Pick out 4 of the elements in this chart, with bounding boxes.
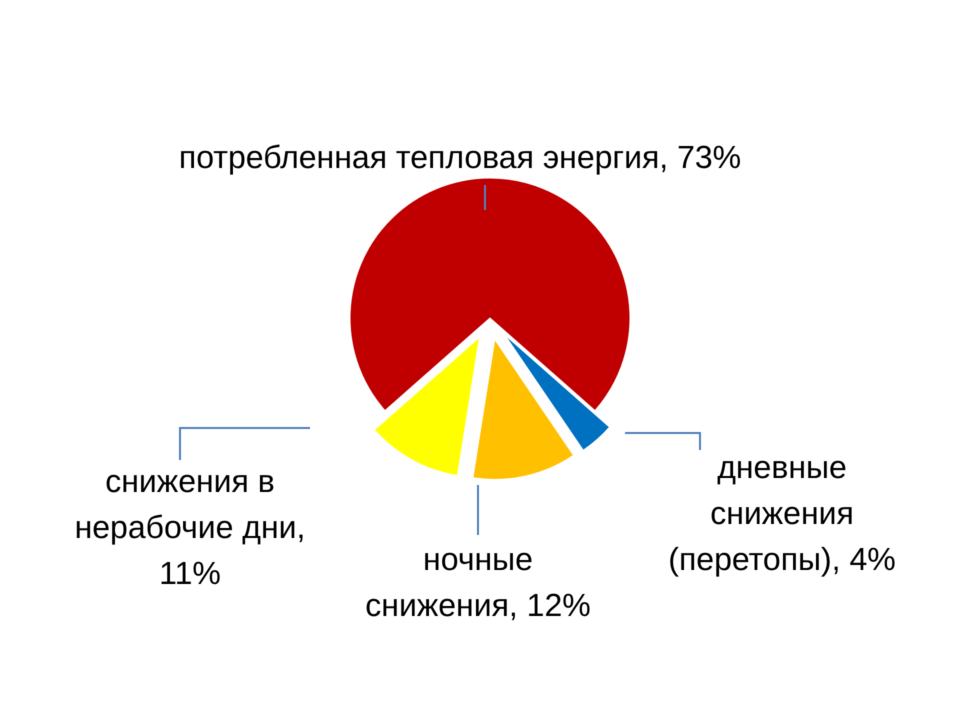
slice-label: потребленная тепловая энергия, 73% bbox=[178, 139, 742, 175]
slice-label: снижения в нерабочие дни, 11% bbox=[74, 463, 306, 591]
slice-label: дневные снижения (перетопы), 4% bbox=[668, 449, 896, 577]
slice-label: ночные снижения, 12% bbox=[365, 541, 591, 623]
